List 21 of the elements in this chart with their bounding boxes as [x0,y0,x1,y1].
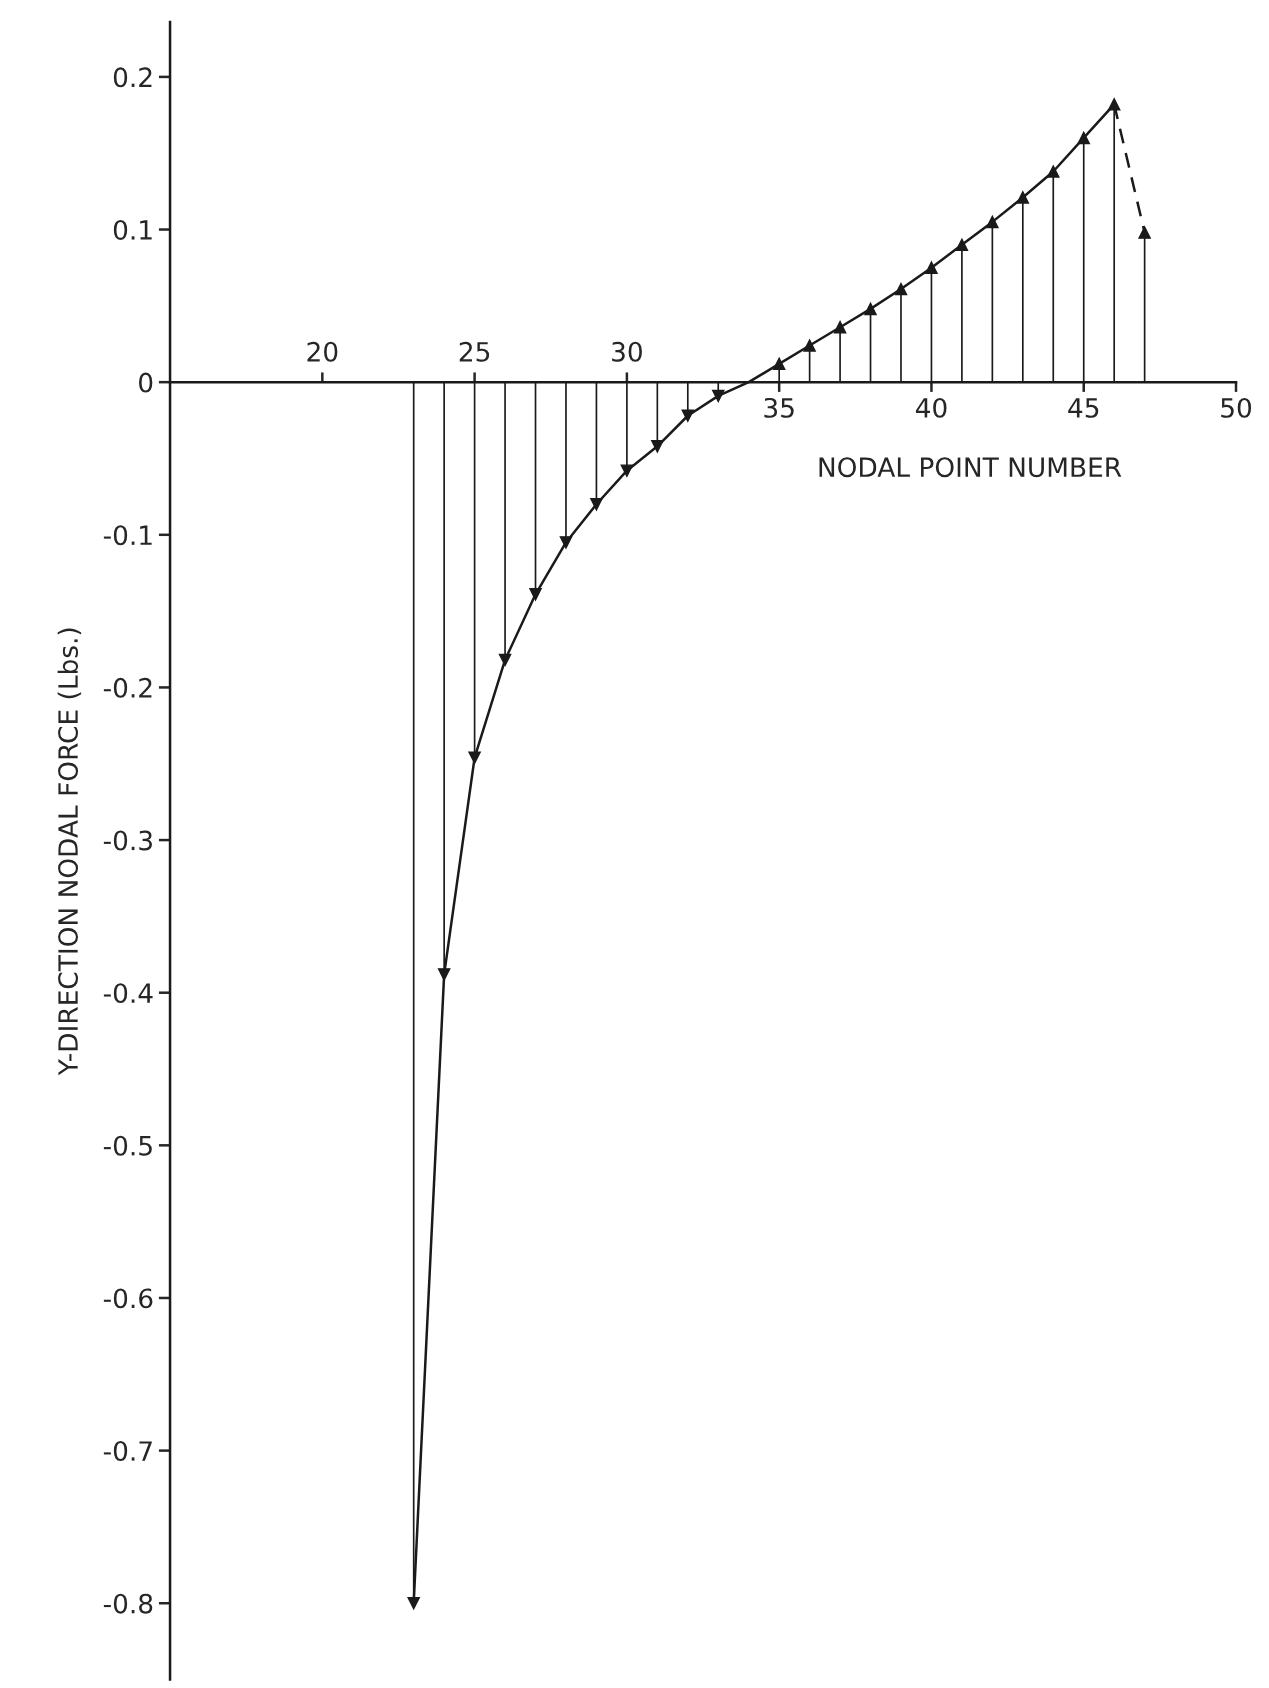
y-tick-label: -0.7 [103,1441,152,1462]
x-axis-title: NODAL POINT NUMBER [819,457,1122,478]
y-tick-label: -0.1 [103,525,152,546]
y-tick-label: -0.5 [103,1135,152,1156]
y-axis-title: Y-DIRECTION NODAL FORCE (Lbs.) [57,628,82,1076]
y-tick-label: -0.6 [103,1288,153,1309]
x-tick-label: 45 [1068,398,1099,418]
y-tick-label: -0.4 [103,983,153,1004]
y-tick-label: 0.2 [113,67,152,88]
x2-tick-label: 30 [612,341,642,362]
x-tick-label: 40 [915,397,947,418]
x-tick-label: 35 [764,397,794,418]
x2-tick-label: 20 [307,341,338,362]
y-tick-label: -0.2 [103,677,152,698]
x-tick-label: 50 [1221,397,1252,418]
y-tick-label: -0.3 [103,830,152,851]
y-tick-label: 0 [139,372,153,393]
x2-tick-label: 25 [459,341,490,362]
y-tick-label: 0.1 [113,219,152,240]
y-tick-label: -0.8 [103,1593,153,1614]
point [1138,226,1151,239]
